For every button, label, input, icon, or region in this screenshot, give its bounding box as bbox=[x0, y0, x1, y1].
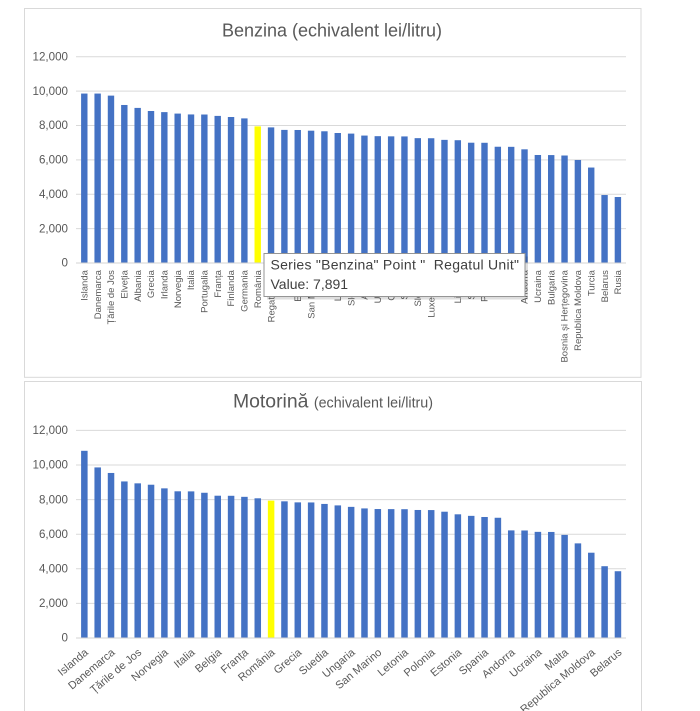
svg-text:10,000: 10,000 bbox=[33, 459, 68, 472]
svg-text:Germania: Germania bbox=[240, 269, 251, 311]
svg-text:4,000: 4,000 bbox=[39, 563, 68, 576]
svg-text:6,000: 6,000 bbox=[39, 154, 68, 167]
svg-text:8,000: 8,000 bbox=[39, 119, 68, 132]
svg-text:Belarus: Belarus bbox=[600, 270, 611, 302]
svg-text:Portugalia: Portugalia bbox=[200, 269, 211, 312]
svg-text:Albania: Albania bbox=[133, 269, 144, 301]
svg-text:10,000: 10,000 bbox=[33, 85, 68, 98]
svg-text:Finlanda: Finlanda bbox=[226, 269, 237, 306]
svg-text:Grecia: Grecia bbox=[146, 269, 157, 298]
svg-text:0: 0 bbox=[62, 632, 68, 645]
svg-text:Țările de Jos: Țările de Jos bbox=[106, 270, 117, 325]
svg-text:4,000: 4,000 bbox=[39, 188, 68, 201]
svg-text:Ucraina: Ucraina bbox=[533, 269, 544, 302]
svg-text:2,000: 2,000 bbox=[39, 222, 68, 235]
svg-text:Bosnia și Herțegovina: Bosnia și Herțegovina bbox=[560, 269, 571, 362]
svg-text:12,000: 12,000 bbox=[33, 424, 68, 437]
svg-text:8,000: 8,000 bbox=[39, 493, 68, 506]
svg-text:2,000: 2,000 bbox=[39, 597, 68, 610]
svg-text:12,000: 12,000 bbox=[33, 50, 68, 63]
svg-text:Norvegia: Norvegia bbox=[173, 269, 184, 308]
svg-text:0: 0 bbox=[62, 257, 68, 270]
svg-text:Franța: Franța bbox=[213, 269, 224, 297]
svg-text:Bulgaria: Bulgaria bbox=[546, 269, 557, 305]
svg-text:Islanda: Islanda bbox=[80, 269, 91, 300]
svg-text:Danemarca: Danemarca bbox=[93, 269, 104, 319]
svg-text:Italia: Italia bbox=[186, 269, 197, 290]
svg-text:Elveția: Elveția bbox=[120, 269, 131, 298]
svg-text:Motorină (echivalent lei/litru: Motorină (echivalent lei/litru) bbox=[233, 391, 433, 413]
svg-text:6,000: 6,000 bbox=[39, 528, 68, 541]
svg-text:Series "Benzina" Point " Rega: Series "Benzina" Point " Regatul Unit" bbox=[271, 257, 520, 273]
svg-text:Rusia: Rusia bbox=[613, 269, 624, 294]
svg-text:Irlanda: Irlanda bbox=[160, 269, 171, 299]
svg-text:Value: 7,891: Value: 7,891 bbox=[271, 276, 349, 292]
svg-text:Benzina (echivalent lei/litru): Benzina (echivalent lei/litru) bbox=[222, 21, 442, 41]
svg-text:Republica Moldova: Republica Moldova bbox=[573, 269, 584, 351]
svg-text:România: România bbox=[253, 269, 264, 308]
svg-text:Turcia: Turcia bbox=[586, 269, 597, 296]
